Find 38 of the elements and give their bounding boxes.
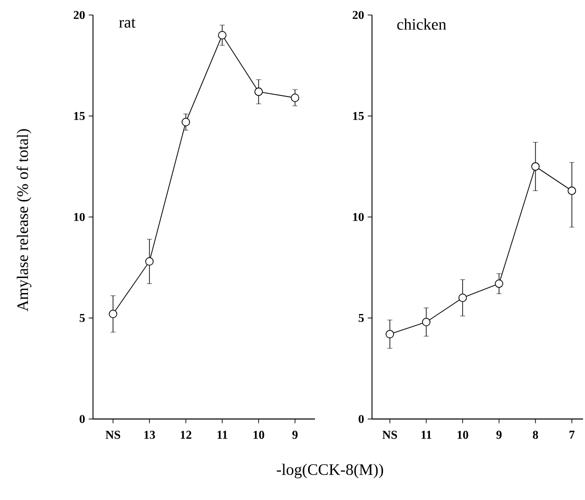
x-tick-label: 10: [254, 430, 264, 439]
y-tick-label: 20: [74, 10, 85, 20]
y-axis-title: Amylase release (% of total): [16, 129, 32, 312]
y-tick-label: 0: [80, 414, 85, 424]
y-tick-label: 20: [352, 10, 364, 20]
x-tick-label: 12: [180, 430, 192, 439]
point: [531, 162, 540, 171]
x-tick-label: NS: [106, 430, 120, 439]
x-tick-label: 10: [458, 430, 468, 439]
x-tick-label: NS: [382, 430, 397, 439]
point: [290, 94, 300, 102]
x-tick-label: 11: [422, 430, 432, 439]
x-tick-label: 9: [496, 430, 502, 439]
x-tick-label: 8: [532, 430, 538, 439]
y-tick-label: 10: [74, 212, 85, 222]
x-tick-label: 13: [144, 430, 156, 439]
x-tick-label: 7: [570, 430, 575, 439]
x-tick-label: 9: [292, 430, 298, 439]
y-tick-label: 5: [80, 314, 85, 322]
point: [386, 330, 394, 338]
y-tick-label: 5: [358, 314, 364, 322]
point: [494, 279, 504, 288]
y-tick-label: 15: [353, 112, 364, 120]
chart-title: chicken: [397, 18, 446, 30]
point: [108, 310, 118, 318]
point: [182, 118, 190, 126]
point: [218, 30, 226, 40]
y-tick-label: 0: [358, 414, 364, 424]
x-tick-label: 11: [218, 430, 228, 439]
point: [145, 257, 154, 266]
chart-title: rat: [119, 18, 136, 28]
y-tick-label: 10: [353, 212, 364, 222]
point: [568, 186, 576, 195]
point: [254, 88, 263, 96]
x-axis-title: -log(CCK-8(M)): [276, 464, 384, 478]
y-tick-label: 15: [74, 112, 85, 120]
point: [422, 318, 430, 326]
point: [458, 294, 467, 302]
